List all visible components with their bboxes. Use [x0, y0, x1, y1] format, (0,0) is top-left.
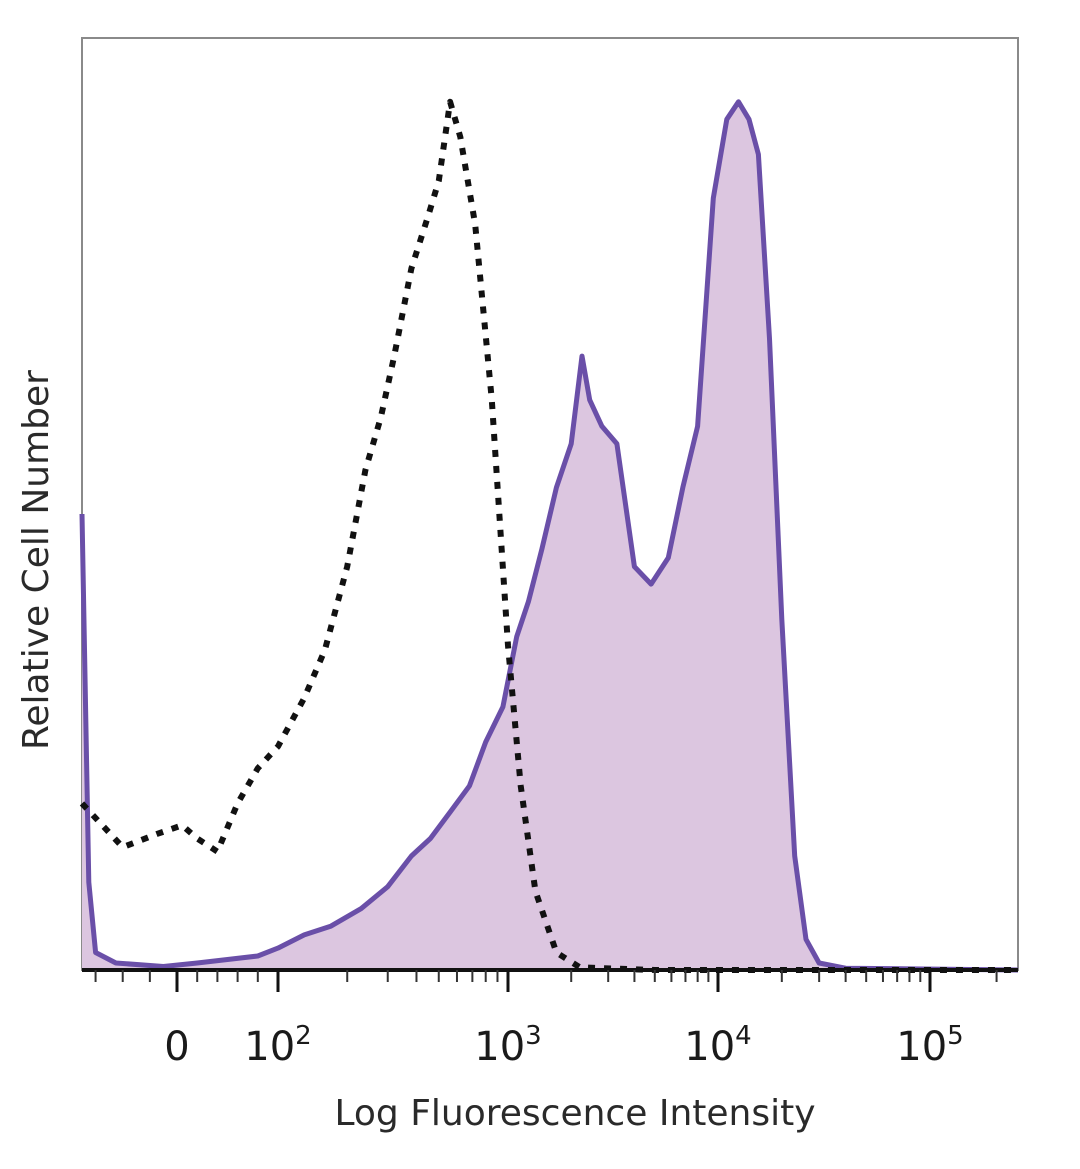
- x-tick-base-1: 10: [244, 1024, 295, 1070]
- x-tick-base-3: 10: [684, 1024, 735, 1070]
- x-tick-label-3: 104: [684, 1021, 751, 1070]
- series-0-line: [79, 98, 1018, 973]
- x-tick-base-4: 10: [896, 1024, 947, 1070]
- x-tick-base-2: 10: [474, 1024, 525, 1070]
- y-axis-title: Relative Cell Number: [16, 370, 57, 750]
- x-tick-exponent-3: 4: [735, 1021, 752, 1051]
- x-tick-label-0: 0: [164, 1024, 189, 1070]
- x-axis-title: Log Fluorescence Intensity: [334, 1093, 815, 1134]
- x-tick-exponent-2: 3: [525, 1021, 542, 1051]
- x-tick-base-0: 0: [164, 1024, 189, 1070]
- series-1-area: [82, 101, 1018, 971]
- x-tick-label-2: 103: [474, 1021, 541, 1070]
- series-1-line: [79, 99, 1019, 973]
- x-tick-label-1: 102: [244, 1021, 311, 1070]
- x-tick-exponent-1: 2: [295, 1021, 312, 1051]
- x-axis: 0 102 103 104 105: [82, 968, 1018, 1070]
- x-tick-label-4: 105: [896, 1021, 963, 1070]
- x-tick-exponent-4: 5: [947, 1021, 964, 1051]
- plot-area: [79, 37, 1019, 973]
